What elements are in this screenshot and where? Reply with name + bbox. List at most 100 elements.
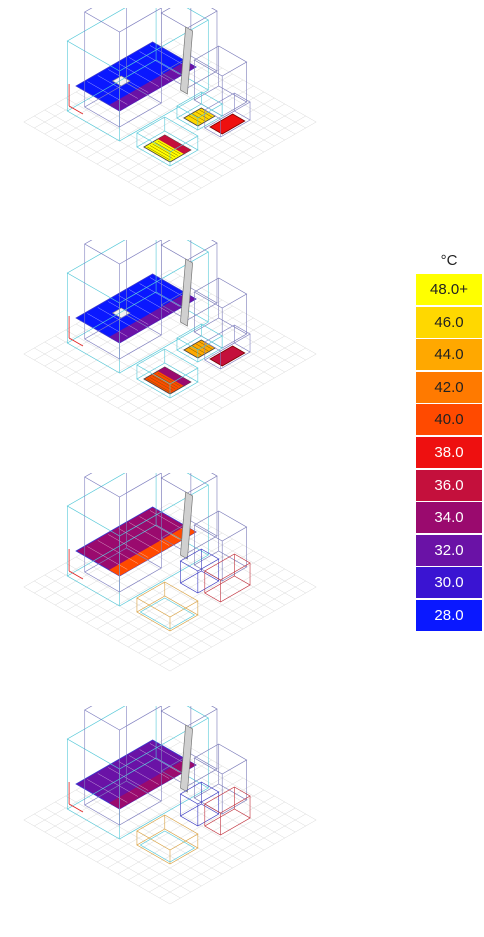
center-room-hatch [189,347,202,356]
legend-swatch: 40.0 [416,404,482,436]
floor-hatch [87,81,128,105]
ground-grid-line [169,121,317,207]
bottom-room-hatch [155,142,178,156]
ground-grid-line [138,568,285,654]
ground-grid-line [44,341,192,427]
floor-hatch [108,534,149,558]
section-marker [68,570,84,580]
shed-frame [204,786,251,814]
annex-frame [193,45,248,77]
ground-grid-line [23,586,171,672]
annex-frame [193,277,248,309]
bottom-room-outline [139,597,196,630]
ground-grid-line [44,807,192,893]
bottom-room-hatch [149,145,173,159]
legend-swatch: 34.0 [416,502,482,534]
bottom-room-hatch [147,146,171,161]
main-floor-edge-zone [109,61,197,111]
shed-floor [209,113,246,135]
bottom-room-hatch [147,378,171,393]
roof-frame [84,240,163,265]
shed-frame [204,553,251,581]
isometric-view-2 [0,240,340,470]
bottom-room-hatch [152,143,176,158]
floor-hatch [97,307,138,331]
ground-grid-line [169,586,317,672]
ground-grid-line [138,103,285,189]
annex-frame [193,550,248,582]
isometric-view-1 [0,8,340,238]
section-marker [68,803,84,813]
wing-frame [160,8,218,29]
roof-frame [84,473,163,498]
legend-swatches: 48.0+ 46.0 44.0 42.0 40.0 38.0 36.0 34.0 32.0 30.… [416,274,484,631]
ground-grid-line [75,91,223,177]
ground-grid-line [23,353,171,439]
legend-swatch: 36.0 [416,469,482,501]
ground-grid-line [107,783,254,869]
wing-frame [160,706,218,727]
bottom-room-hatch [157,140,181,155]
floor-hatch [97,773,138,797]
thermal-model-3 [23,473,317,672]
ground-grid-line [65,562,212,648]
stair [180,258,193,327]
bottom-room-frame [136,595,199,632]
legend-swatch: 46.0 [416,306,482,338]
bottom-room-hatch [152,375,176,390]
ground-grid-line [138,335,285,421]
thermal-model-2 [23,240,317,439]
ground-grid-line [148,574,296,660]
shed-frame [204,575,251,603]
ground-grid-line [159,347,306,433]
bottom-room-edge-zone [157,135,191,154]
shed-floor [209,345,246,367]
ground-grid-line [159,580,306,666]
legend-swatch: 38.0 [416,436,482,468]
ground-grid-line [148,109,296,195]
isometric-view-3 [0,473,340,703]
ground-grid-line [23,819,171,905]
legend-swatch: 32.0 [416,534,482,566]
legend-swatch: 44.0 [416,339,482,371]
floor-hatch [87,546,128,570]
main-floor-edge-zone [109,293,197,343]
center-room-hatch [189,115,202,124]
ground-grid-line [169,353,317,439]
ground-grid-line [138,801,285,887]
ground-grid-line [34,115,181,201]
floor-hatch [87,779,128,803]
annex-frame [193,743,248,775]
legend-swatch: 30.0 [416,567,482,599]
shed-frame [204,808,251,836]
bottom-room-hatch [149,377,173,391]
ground-grid-line [34,580,181,666]
ground-grid-line [44,574,192,660]
annex-frame [193,783,248,815]
ground-grid-line [148,807,296,893]
thermal-model-4 [23,706,317,905]
ground-grid-line [44,109,192,195]
ground-grid-line [65,329,212,415]
temperature-legend: °C 48.0+ 46.0 44.0 42.0 40.0 38.0 36.0 34.0 32.0… [416,252,484,633]
ground-grid-line [169,819,317,905]
floor-hatch [97,75,138,99]
stair [180,491,193,560]
ground-grid-line [107,85,254,171]
ground-grid-line [34,347,181,433]
roof-frame [84,706,163,731]
roof-frame [84,8,163,33]
annex-frame [193,510,248,542]
bottom-room-frame [136,828,199,865]
ground-grid-line [107,317,254,403]
thermal-model-1 [23,8,317,207]
bottom-room-hatch [155,374,178,388]
wing-frame [160,240,218,261]
floor-hatch [108,767,149,791]
floor-hatch [87,313,128,337]
legend-swatch: 42.0 [416,371,482,403]
ground-grid-line [107,550,254,636]
stair [180,26,193,95]
ground-grid-line [65,795,212,881]
bottom-room-hatch [157,372,181,387]
